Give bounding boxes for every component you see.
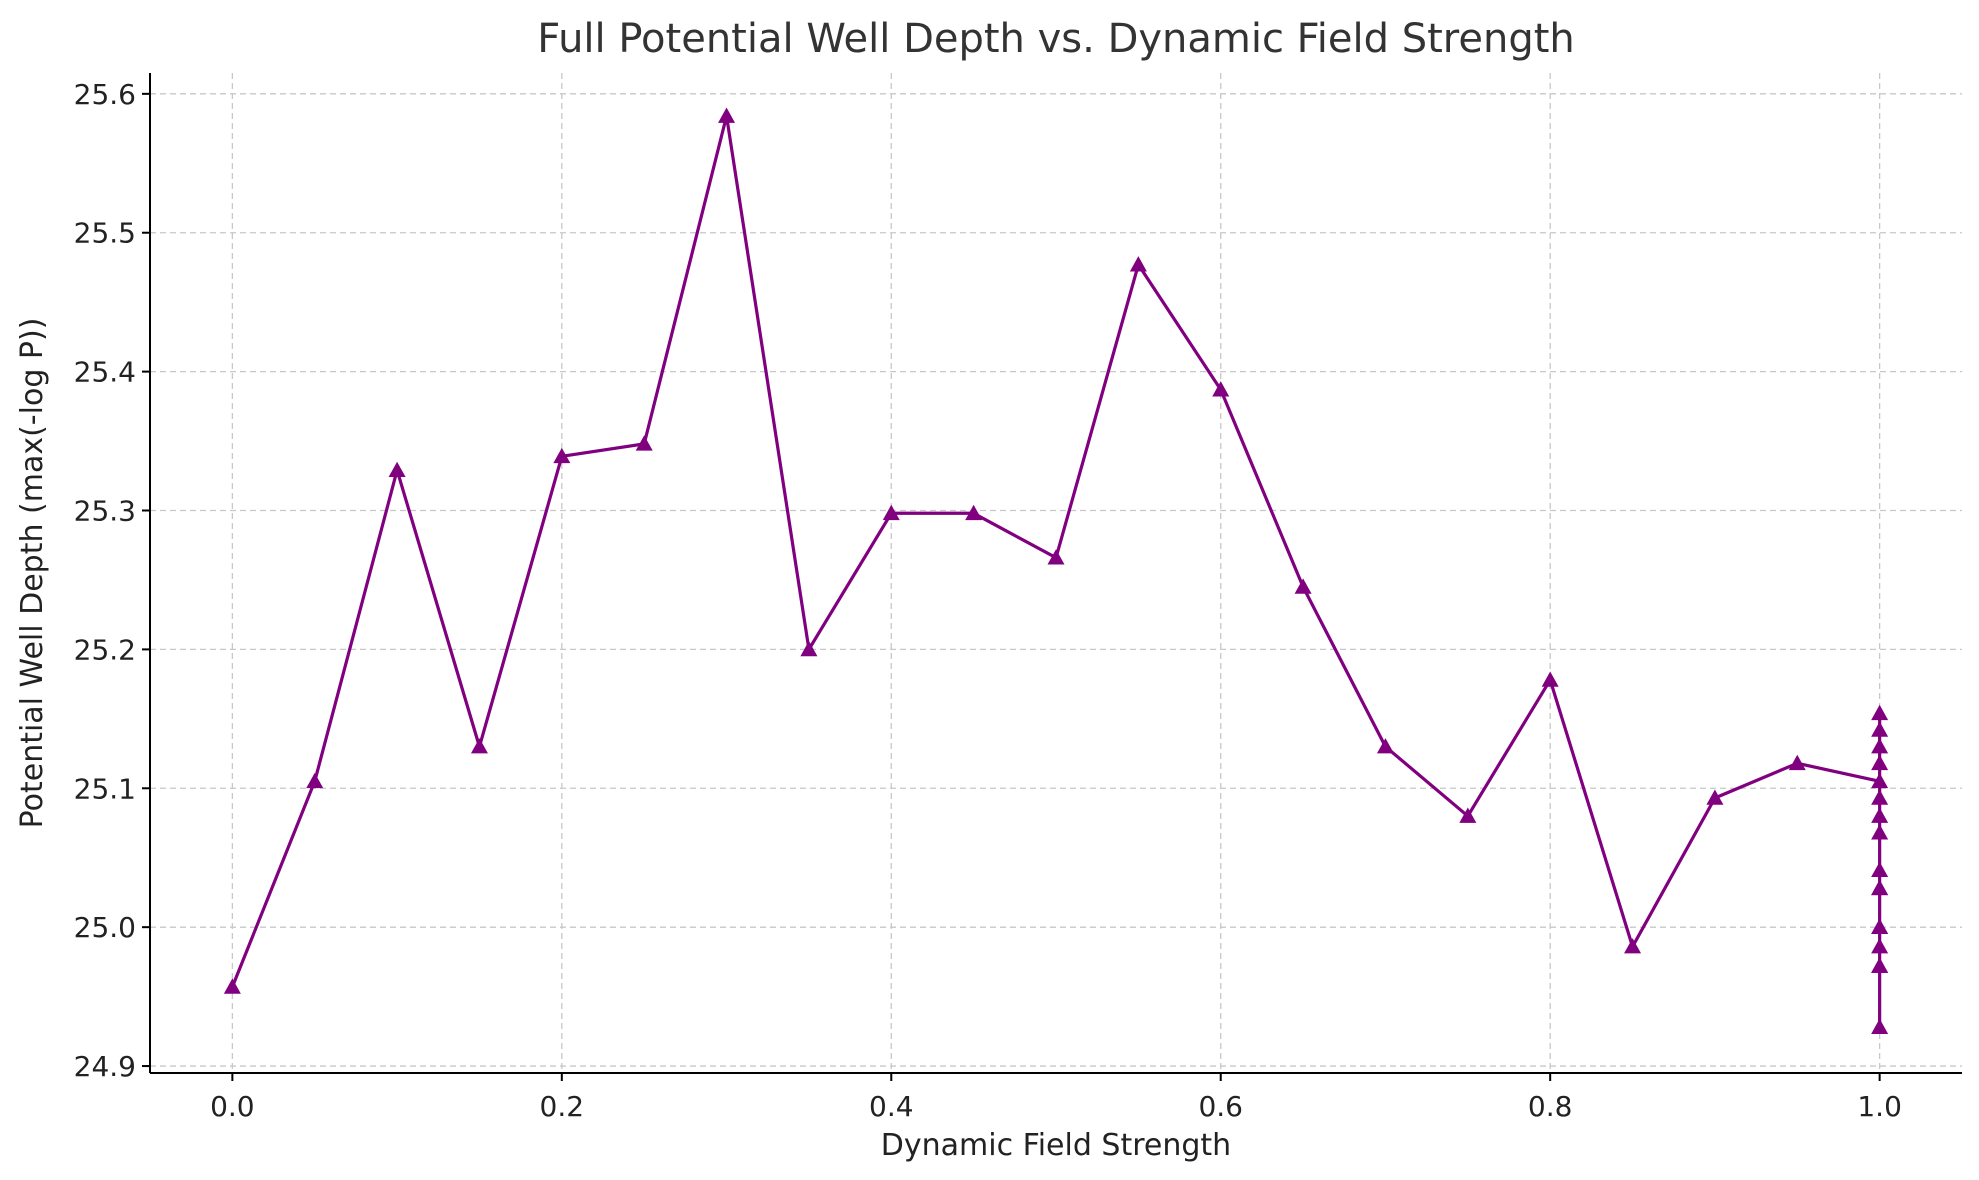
data-point-marker bbox=[388, 461, 406, 478]
x-tick-label: 0.6 bbox=[1198, 1090, 1243, 1123]
y-tick-label: 25.4 bbox=[74, 356, 136, 389]
data-point-marker bbox=[1871, 918, 1889, 934]
data-point-marker bbox=[882, 504, 900, 521]
data-point-marker bbox=[1871, 824, 1889, 840]
x-tick-label: 1.0 bbox=[1857, 1090, 1902, 1123]
data-point-marker bbox=[1871, 721, 1889, 737]
series-line bbox=[230, 114, 1882, 1029]
y-tick-label: 25.3 bbox=[74, 495, 136, 528]
data-point-marker bbox=[1871, 754, 1889, 771]
data-point-marker bbox=[1129, 256, 1147, 272]
data-point-marker bbox=[965, 504, 983, 521]
data-point-marker bbox=[1871, 861, 1889, 878]
data-point-marker bbox=[1459, 807, 1477, 823]
data-point-marker bbox=[553, 447, 571, 464]
data-point-marker bbox=[1871, 772, 1889, 789]
data-point-marker bbox=[1871, 957, 1889, 973]
data-point-marker bbox=[800, 640, 818, 657]
data-point-marker bbox=[223, 978, 241, 994]
x-tick-label: 0.4 bbox=[869, 1090, 914, 1123]
data-point-marker bbox=[1541, 671, 1559, 687]
grid-layer bbox=[150, 73, 1962, 1073]
data-point-marker bbox=[1871, 879, 1889, 896]
data-point-marker bbox=[1706, 789, 1724, 805]
data-point-marker bbox=[1871, 738, 1889, 754]
axes-layer bbox=[149, 73, 1962, 1074]
data-point-marker bbox=[1871, 807, 1889, 823]
data-point-marker bbox=[1871, 938, 1889, 954]
data-point-marker bbox=[1624, 938, 1642, 954]
y-tick-label: 25.5 bbox=[74, 217, 136, 250]
y-tick-label: 25.0 bbox=[74, 911, 136, 944]
data-point-marker bbox=[470, 738, 488, 754]
chart-title: Full Potential Well Depth vs. Dynamic Fi… bbox=[537, 16, 1575, 62]
data-point-marker bbox=[1871, 1018, 1889, 1034]
y-tick-label: 24.9 bbox=[74, 1050, 136, 1083]
data-point-marker bbox=[1871, 789, 1889, 805]
x-tick-label: 0.8 bbox=[1528, 1090, 1573, 1123]
x-tick-label: 0.0 bbox=[210, 1090, 255, 1123]
x-axis-label: Dynamic Field Strength bbox=[881, 1128, 1231, 1163]
data-point-marker bbox=[306, 772, 324, 789]
data-point-marker bbox=[718, 107, 736, 123]
data-point-marker bbox=[1047, 549, 1065, 565]
tick-layer: 0.0 0.2 0.4 0.6 0.8 1.0 24.9 25.0 25.1 25.2 25.3 25… bbox=[74, 78, 1902, 1123]
y-axis-label: Potential Well Depth (max(-log P)) bbox=[15, 318, 50, 829]
data-point-marker bbox=[635, 435, 653, 451]
data-point-marker bbox=[1212, 381, 1230, 397]
data-point-marker bbox=[1376, 738, 1394, 754]
data-point-marker bbox=[1871, 704, 1889, 721]
data-layer bbox=[223, 107, 1889, 1034]
data-point-marker bbox=[1294, 578, 1312, 594]
data-point-marker bbox=[1788, 754, 1806, 771]
y-tick-label: 25.1 bbox=[74, 772, 136, 805]
x-tick-label: 0.2 bbox=[540, 1090, 585, 1123]
y-tick-label: 25.6 bbox=[74, 78, 136, 111]
y-tick-label: 25.2 bbox=[74, 633, 136, 666]
